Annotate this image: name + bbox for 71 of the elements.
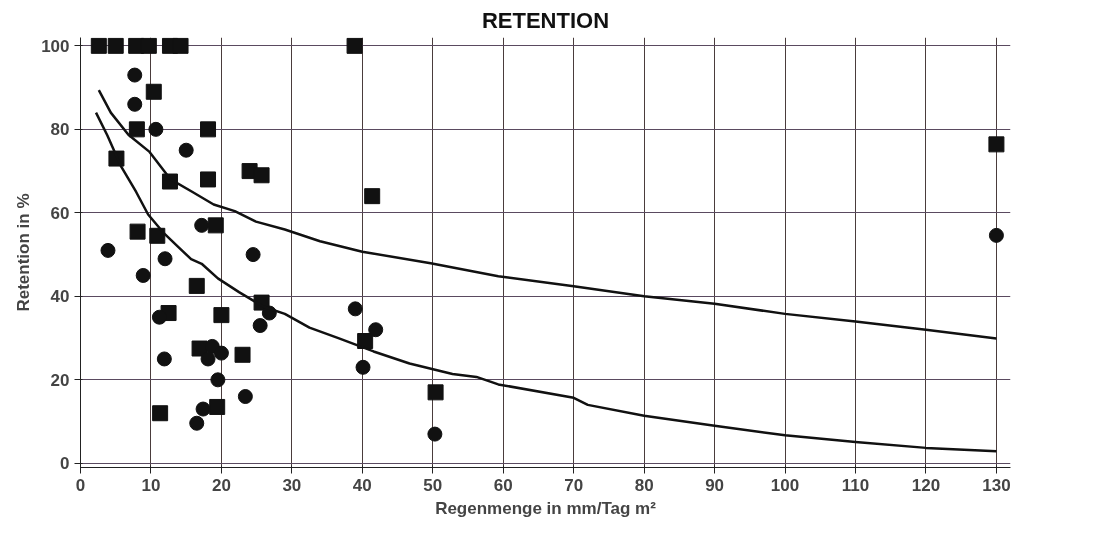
x-tick-label: 90 (705, 475, 725, 495)
x-tick-label: 70 (564, 475, 584, 495)
point (188, 277, 205, 294)
x-tick-label: 40 (352, 475, 372, 495)
point (189, 415, 205, 431)
point (207, 217, 224, 234)
point (148, 121, 164, 137)
point (988, 227, 1004, 243)
point (427, 426, 443, 442)
y-tick-label: 40 (50, 287, 70, 307)
x-tick-label: 110 (841, 475, 870, 495)
point (107, 37, 124, 54)
point (368, 322, 384, 338)
point (364, 188, 381, 205)
point (245, 247, 261, 263)
y-tick-label: 60 (50, 203, 70, 223)
point (427, 384, 444, 401)
point (172, 37, 189, 54)
point (129, 223, 146, 240)
y-tick-label: 20 (50, 370, 70, 390)
point (145, 83, 162, 100)
point (234, 346, 251, 363)
x-tick-label: 30 (282, 475, 302, 495)
point (140, 37, 157, 54)
point (988, 136, 1005, 153)
x-axis-title: Regenmenge in mm/Tag m² (435, 498, 657, 518)
point (346, 37, 363, 54)
y-tick-label: 0 (60, 454, 70, 474)
point (347, 301, 363, 317)
point (149, 227, 166, 244)
x-tick-label: 100 (770, 475, 800, 495)
y-axis-title: Retention in % (14, 193, 34, 312)
point (151, 309, 167, 325)
point (100, 242, 116, 258)
x-tick-label: 60 (493, 475, 513, 495)
point (252, 318, 268, 334)
point (195, 401, 211, 417)
x-tick-label: 50 (423, 475, 443, 495)
point (108, 150, 125, 167)
point (200, 171, 217, 188)
x-tick-label: 80 (634, 475, 654, 495)
x-tick-label: 20 (211, 475, 231, 495)
point (178, 142, 194, 158)
point (200, 121, 217, 138)
point (127, 96, 143, 112)
x-tick-label: 120 (911, 475, 941, 495)
point (135, 267, 151, 283)
point (152, 405, 169, 422)
point (253, 167, 270, 184)
y-tick-label: 80 (50, 120, 70, 140)
point (156, 351, 172, 367)
point (128, 121, 145, 138)
point (127, 67, 143, 83)
x-tick-label: 10 (141, 475, 161, 495)
point (157, 251, 173, 267)
point (90, 37, 107, 54)
point (213, 307, 230, 324)
chart-title: RETENTION (481, 7, 610, 33)
point (194, 217, 210, 233)
point (200, 351, 216, 367)
point (210, 372, 226, 388)
line-series (94, 111, 998, 453)
point (213, 345, 229, 361)
point (161, 173, 178, 190)
x-tick-label: 130 (982, 475, 1011, 495)
line-series (97, 88, 998, 340)
x-tick-label: 0 (75, 475, 86, 495)
y-tick-label: 100 (41, 36, 70, 56)
point (209, 398, 226, 415)
point (355, 359, 371, 375)
point (237, 389, 253, 405)
